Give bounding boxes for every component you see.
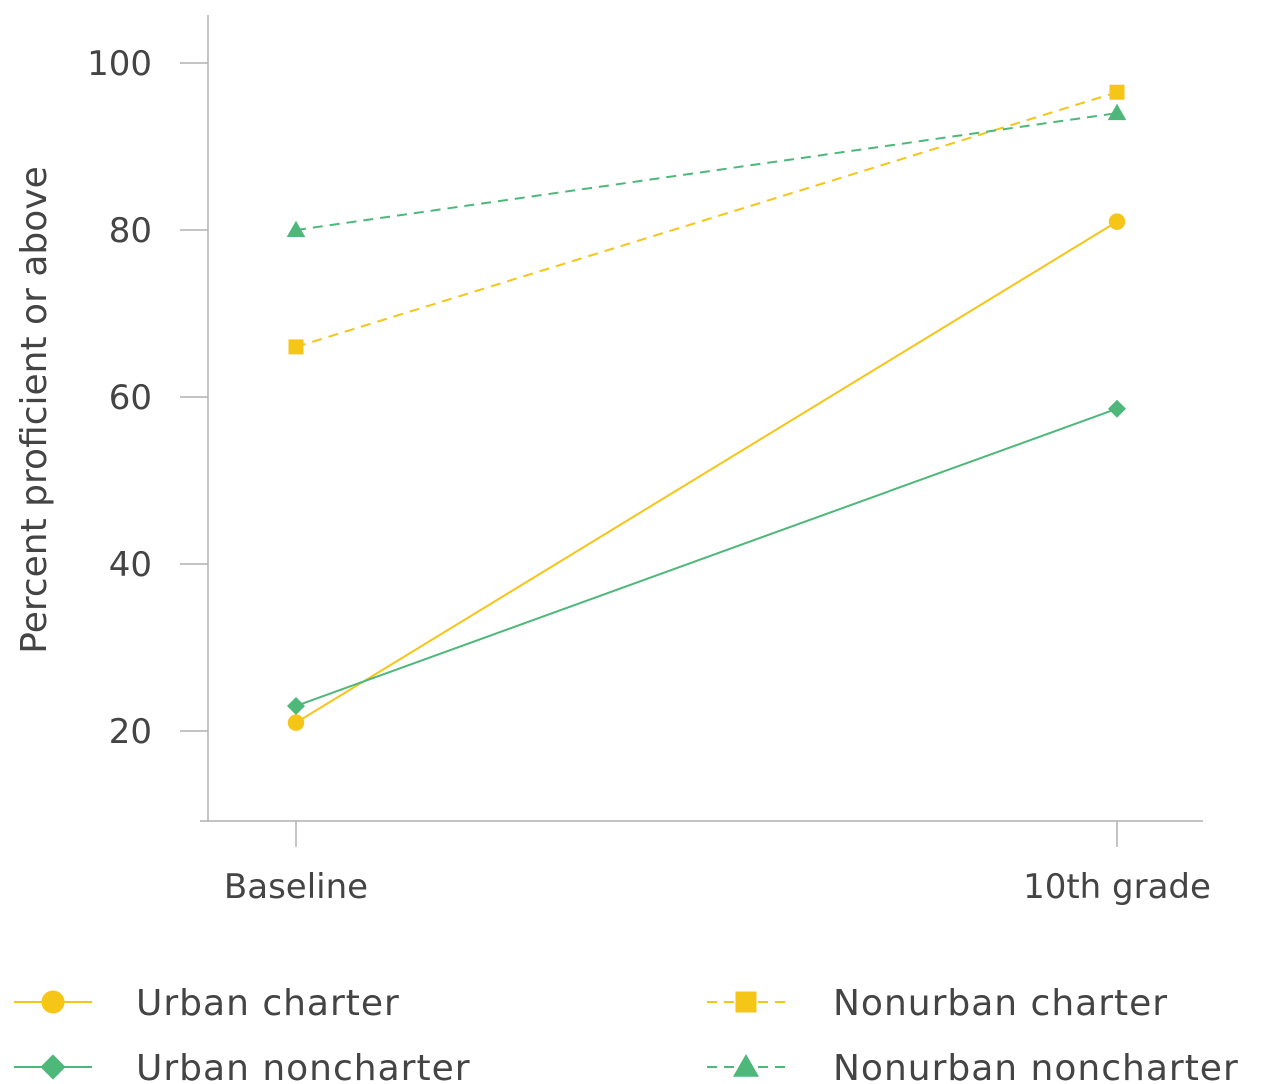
legend-item-urban-charter: Urban charter bbox=[14, 983, 400, 1024]
series-line-nonurban-charter bbox=[295, 91, 1118, 348]
data-point-urban-charter bbox=[1108, 213, 1126, 230]
axes bbox=[200, 15, 1203, 822]
x-axis-ticks: Baseline 10th grade bbox=[224, 821, 1211, 907]
legend-item-nonurban-noncharter: Nonurban noncharter bbox=[707, 1048, 1239, 1084]
y-tick-label: 60 bbox=[109, 378, 152, 418]
data-point-urban-charter bbox=[287, 714, 305, 731]
data-point-urban-noncharter bbox=[1108, 399, 1126, 418]
legend-marker bbox=[40, 1054, 66, 1080]
legend-marker bbox=[735, 991, 757, 1013]
data-point-urban-noncharter bbox=[287, 696, 305, 715]
data-point-nonurban-charter bbox=[1109, 84, 1125, 100]
series-nonurban-noncharter bbox=[286, 103, 1127, 237]
legend-marker bbox=[41, 990, 65, 1014]
x-tick-label: 10th grade bbox=[1023, 867, 1211, 907]
series-line-nonurban-noncharter bbox=[295, 112, 1118, 231]
legend-label: Nonurban noncharter bbox=[833, 1048, 1239, 1084]
series-line-urban-noncharter bbox=[295, 407, 1118, 707]
series-urban-charter bbox=[287, 213, 1126, 731]
data-point-nonurban-noncharter bbox=[1107, 103, 1127, 121]
y-axis-ticks: 20 40 60 80 100 bbox=[87, 44, 208, 752]
legend-label: Nonurban charter bbox=[833, 983, 1168, 1024]
legend: Urban charter Urban noncharter Nonurban ch… bbox=[14, 983, 1239, 1084]
legend-marker bbox=[732, 1053, 760, 1077]
legend-item-urban-noncharter: Urban noncharter bbox=[14, 1048, 471, 1084]
series-urban-noncharter bbox=[287, 399, 1126, 715]
y-tick-label: 40 bbox=[109, 545, 152, 585]
y-axis-title: Percent proficient or above bbox=[14, 166, 55, 653]
series-line-urban-charter bbox=[295, 220, 1118, 724]
series-layer bbox=[286, 84, 1127, 731]
legend-item-nonurban-charter: Nonurban charter bbox=[707, 983, 1168, 1024]
legend-label: Urban noncharter bbox=[136, 1048, 471, 1084]
y-tick-label: 100 bbox=[87, 44, 152, 84]
series-nonurban-charter bbox=[288, 84, 1125, 355]
data-point-nonurban-charter bbox=[288, 339, 304, 355]
x-tick-label: Baseline bbox=[224, 867, 368, 907]
data-point-nonurban-noncharter bbox=[286, 220, 306, 237]
y-tick-label: 80 bbox=[109, 211, 152, 251]
y-tick-label: 20 bbox=[109, 712, 152, 752]
legend-label: Urban charter bbox=[136, 983, 400, 1024]
